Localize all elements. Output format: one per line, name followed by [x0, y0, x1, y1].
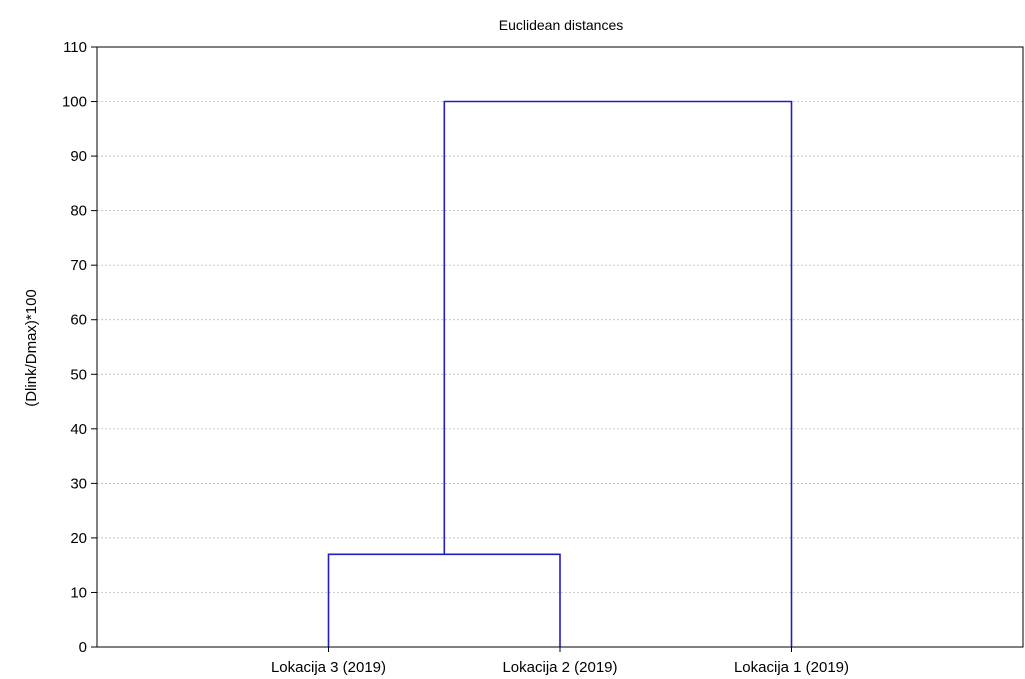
- y-tick-label-2: 20: [70, 530, 87, 547]
- y-tick-label-10: 100: [62, 94, 87, 111]
- dendrogram-link-0: [327, 553, 561, 647]
- dendrogram-link-1: [443, 100, 793, 647]
- dendrogram-links: [327, 100, 793, 647]
- y-tick-label-8: 80: [70, 203, 87, 220]
- gridlines: [97, 101, 1023, 593]
- y-tick-label-3: 30: [70, 475, 87, 492]
- x-tick-label-0: Lokacija 3 (2019): [271, 659, 386, 676]
- x-axis-labels: Lokacija 3 (2019) Lokacija 2 (2019) Lokaci…: [271, 647, 849, 676]
- y-tick-label-6: 60: [70, 312, 87, 329]
- y-axis-ticks: 0 10 20 30 40 50 60 70 80 90 100 110: [62, 39, 97, 656]
- x-tick-label-1: Lokacija 2 (2019): [502, 659, 617, 676]
- chart-title: Euclidean distances: [499, 17, 624, 33]
- y-tick-label-1: 10: [70, 584, 87, 601]
- x-tick-label-2: Lokacija 1 (2019): [734, 659, 849, 676]
- y-tick-label-0: 0: [79, 639, 87, 656]
- y-tick-label-9: 90: [70, 148, 87, 165]
- y-tick-label-11: 110: [63, 39, 87, 56]
- y-tick-label-4: 40: [70, 421, 87, 438]
- plot-area-frame: [96, 46, 1024, 648]
- y-tick-label-5: 50: [70, 366, 87, 383]
- y-axis-label: (Dlink/Dmax)*100: [23, 289, 40, 407]
- y-tick-label-7: 70: [70, 257, 87, 274]
